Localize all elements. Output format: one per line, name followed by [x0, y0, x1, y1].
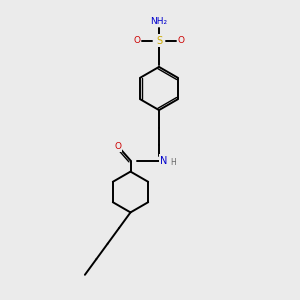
Text: S: S [156, 35, 162, 46]
Text: O: O [133, 36, 140, 45]
Text: H: H [170, 158, 176, 167]
Text: O: O [114, 142, 122, 151]
Text: N: N [160, 155, 167, 166]
Text: O: O [178, 36, 185, 45]
Text: NH₂: NH₂ [150, 16, 168, 26]
